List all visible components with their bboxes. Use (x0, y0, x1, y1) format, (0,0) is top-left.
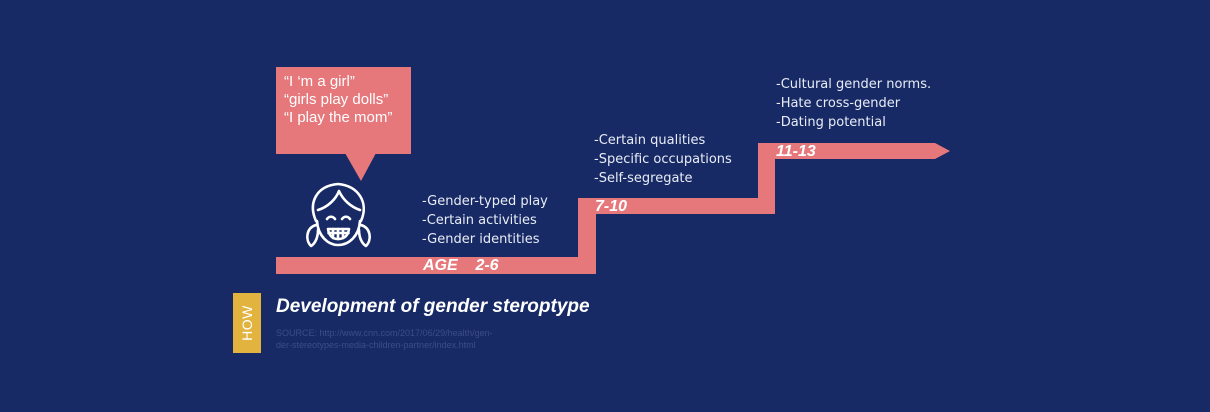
stage-item: -Hate cross-gender (776, 96, 901, 111)
stage-item: -Dating potential (776, 115, 886, 130)
stage-item: -Cultural gender norms. (776, 77, 932, 92)
girl-face-icon (306, 182, 371, 248)
stage-3-age: 11-13 (776, 143, 816, 160)
how-badge: HOW (233, 293, 261, 353)
stage-2-age: 7-10 (595, 198, 628, 215)
stage-3-list: -Cultural gender norms. -Hate cross-gend… (776, 75, 931, 132)
speech-bubble: “I ‘m a girl” “girls play dolls” “I play… (276, 67, 411, 154)
stage-1-age: AGE 2-6 (423, 257, 499, 274)
stage-item: -Self-segregate (594, 171, 693, 186)
page-title: Development of gender steroptype (276, 296, 590, 317)
how-badge-label: HOW (239, 305, 255, 341)
stage-1-list: -Gender-typed play -Certain activities -… (422, 192, 548, 249)
speech-line: “I play the mom” (284, 109, 393, 126)
stage-item: -Certain qualities (594, 133, 706, 148)
speech-line: “girls play dolls” (284, 91, 389, 108)
source-citation: SOURCE: http://www.cnn.com/2017/06/29/he… (276, 327, 493, 351)
speech-line: “I ‘m a girl” (284, 73, 355, 90)
stage-item: -Gender-typed play (422, 194, 548, 209)
speech-bubble-tail (345, 153, 376, 181)
stage-2-list: -Certain qualities -Specific occupations… (594, 131, 732, 188)
staircase-shape (276, 143, 950, 274)
stage-item: -Gender identities (422, 232, 540, 247)
stage-item: -Specific occupations (594, 152, 732, 167)
stage-item: -Certain activities (422, 213, 537, 228)
source-line: der-stereotypes-media-children-partner/i… (276, 340, 476, 350)
source-line: SOURCE: http://www.cnn.com/2017/06/29/he… (276, 328, 493, 338)
